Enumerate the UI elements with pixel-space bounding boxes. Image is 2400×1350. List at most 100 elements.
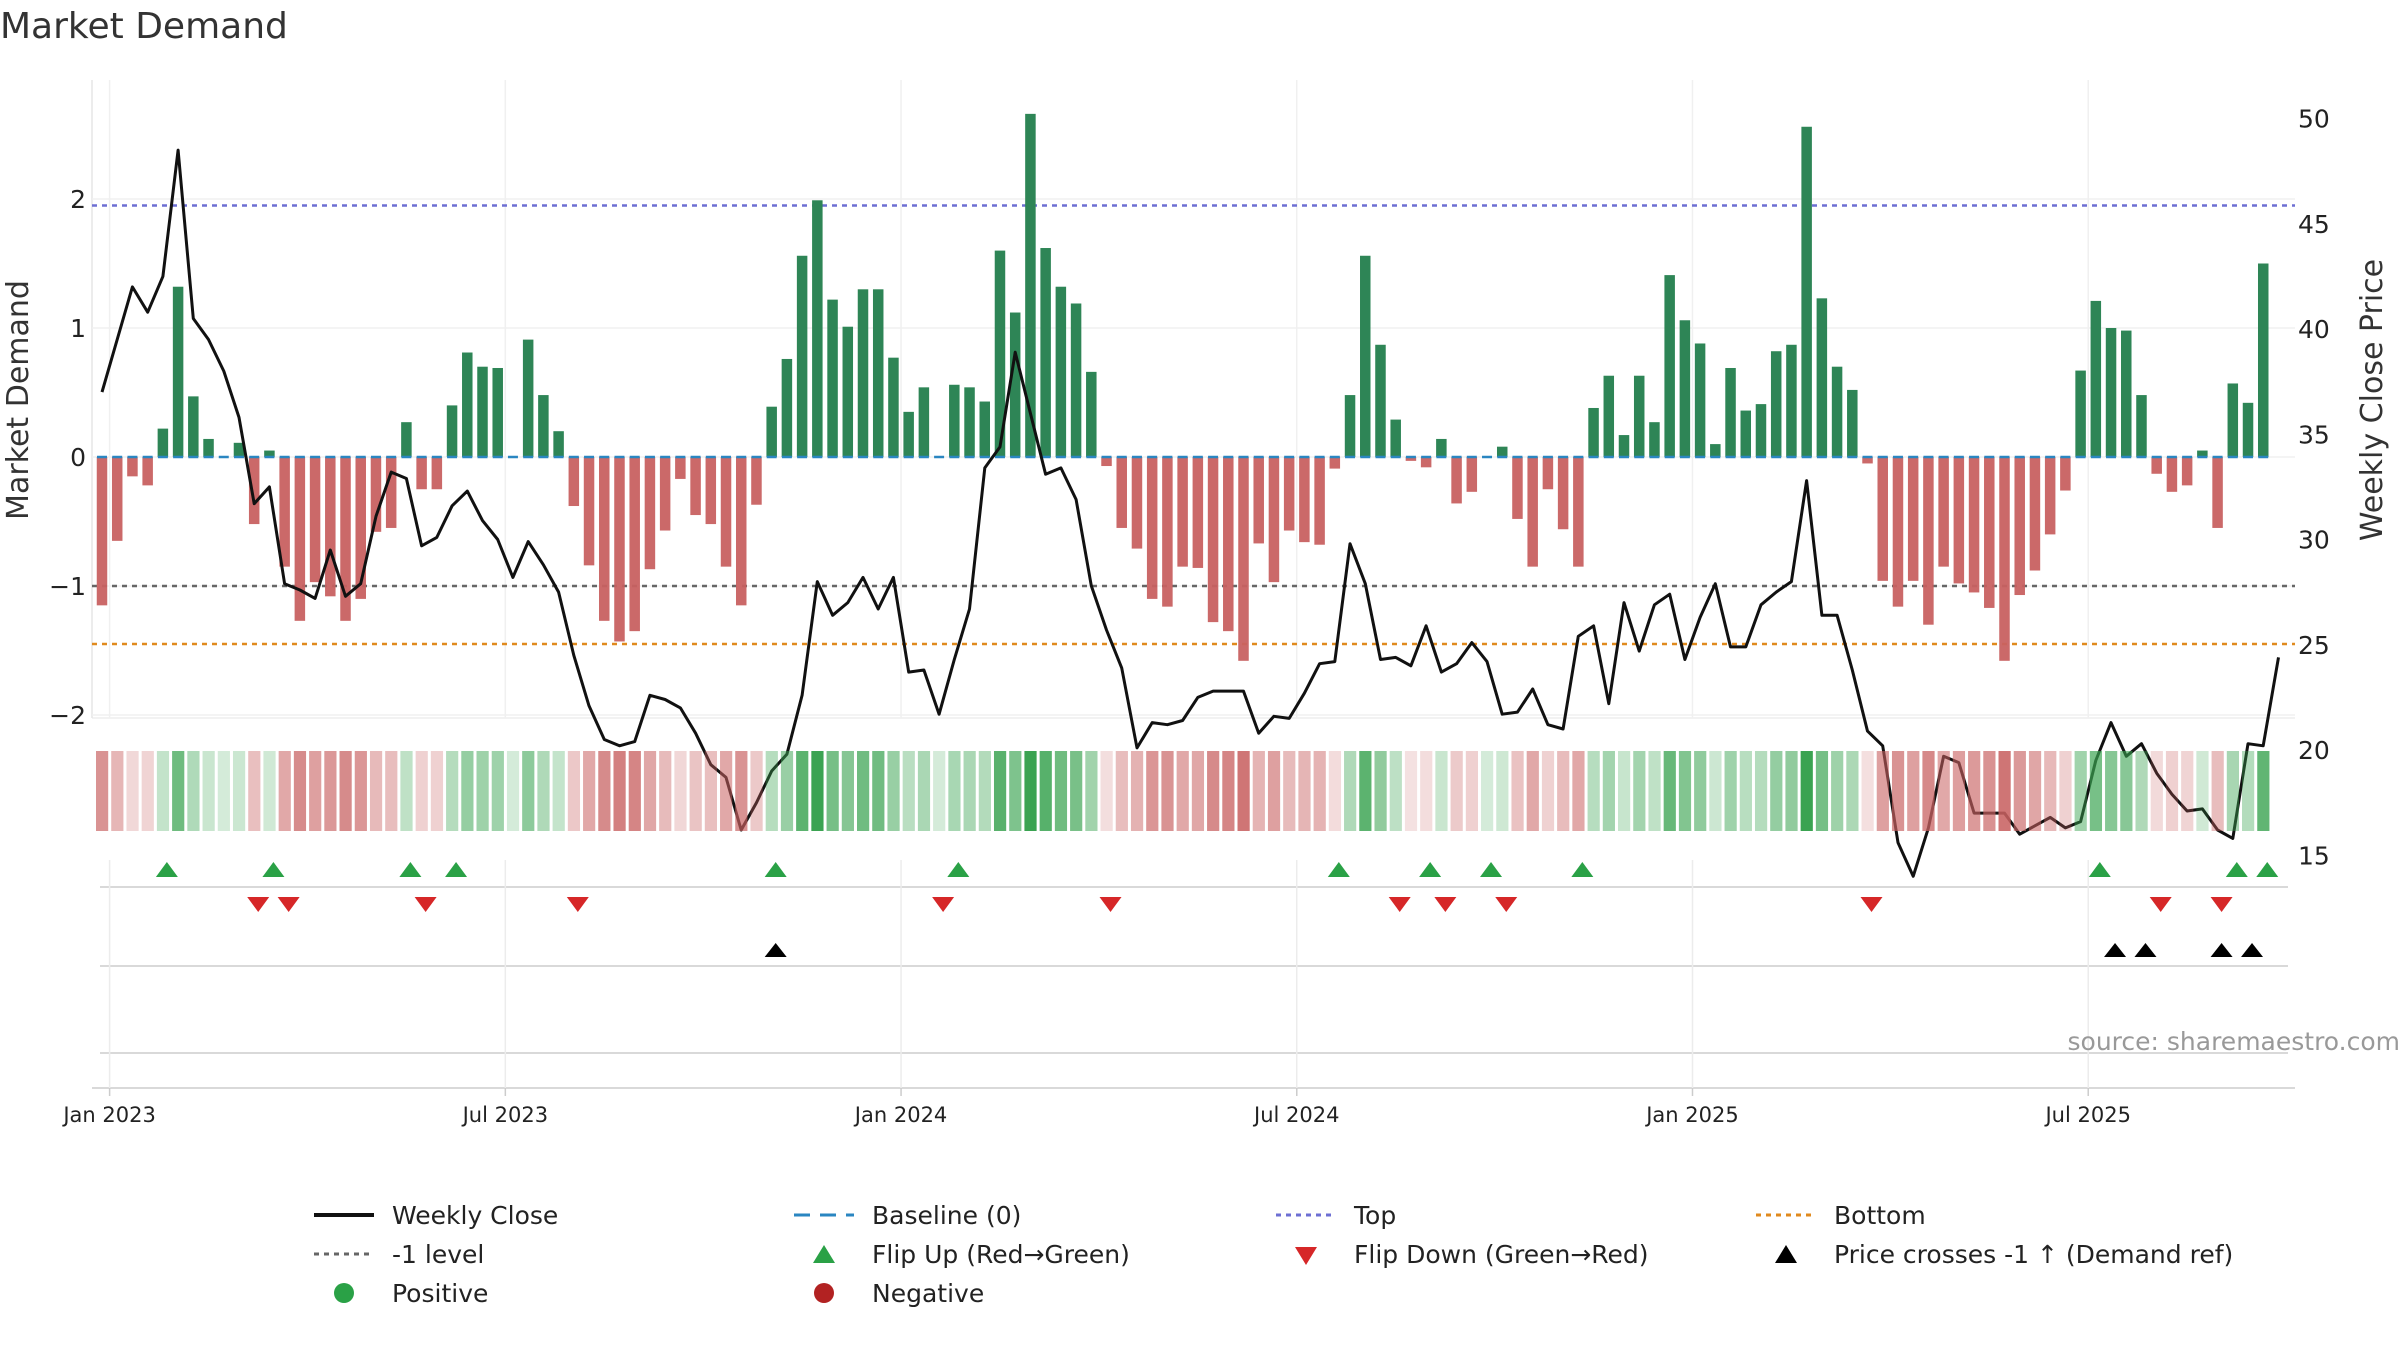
heat-cell bbox=[1678, 751, 1692, 831]
y-axis-title: Market Demand bbox=[1, 280, 36, 520]
negative-bar bbox=[248, 457, 260, 525]
heat-cell bbox=[659, 751, 672, 831]
negative-bar bbox=[1877, 457, 1888, 581]
heat-cell bbox=[1709, 751, 1722, 831]
heat-cell bbox=[1207, 751, 1220, 831]
weekly-close-line-group bbox=[100, 148, 2280, 878]
heat-cell bbox=[1100, 751, 1113, 831]
positive-bar bbox=[1070, 303, 1082, 457]
heat-cell bbox=[1344, 751, 1357, 831]
flip-down-marker bbox=[1434, 897, 1457, 912]
heat-cell bbox=[1237, 751, 1250, 831]
heat-cell bbox=[2211, 751, 2224, 831]
demand-bars bbox=[96, 113, 2269, 661]
positive-bar bbox=[172, 286, 184, 457]
x-tick-label: Jan 2023 bbox=[61, 1103, 156, 1127]
heat-cell bbox=[1328, 751, 1342, 831]
heat-cell bbox=[1739, 751, 1752, 831]
heat-cell bbox=[796, 751, 809, 831]
negative-bar bbox=[1953, 457, 1965, 584]
x-tick-label: Jul 2023 bbox=[461, 1103, 548, 1127]
negative-bar bbox=[1512, 457, 1523, 519]
negative-bar bbox=[431, 457, 443, 490]
heat-cell bbox=[400, 751, 413, 831]
heat-cell bbox=[933, 751, 946, 831]
positive-bar bbox=[1831, 366, 1843, 457]
negative-bar bbox=[355, 457, 366, 599]
negative-bar bbox=[142, 457, 153, 486]
heat-cell bbox=[491, 751, 504, 831]
flip-up-marker bbox=[1480, 862, 1503, 877]
positive-bar bbox=[1801, 126, 1812, 457]
weekly-close-line bbox=[100, 148, 2280, 878]
positive-bar bbox=[2136, 395, 2147, 457]
heat-cell bbox=[1039, 751, 1052, 831]
positive-bar bbox=[888, 357, 899, 457]
heat-cell bbox=[2165, 751, 2179, 831]
y2-tick-label: 25 bbox=[2298, 631, 2330, 660]
heat-cell bbox=[293, 751, 307, 831]
negative-bar bbox=[1299, 457, 1310, 543]
cross-markers bbox=[764, 943, 2264, 957]
flip-up-marker bbox=[155, 862, 178, 877]
positive-bar bbox=[2105, 328, 2117, 457]
positive-bar bbox=[203, 438, 214, 457]
x-tick-label: Jul 2025 bbox=[2043, 1103, 2130, 1127]
heat-cell bbox=[841, 751, 854, 831]
heat-cell bbox=[1420, 751, 1433, 831]
negative-bar bbox=[644, 457, 656, 570]
heat-cell bbox=[217, 751, 230, 831]
heat-cell bbox=[2089, 751, 2103, 831]
positive-bar bbox=[1055, 286, 1067, 457]
negative-bar bbox=[2044, 457, 2056, 535]
negative-bar bbox=[1542, 457, 1554, 490]
heat-cell bbox=[156, 751, 170, 831]
negative-bar bbox=[568, 457, 580, 507]
negative-bar bbox=[1968, 457, 1980, 593]
demand-heat-strip bbox=[96, 751, 2270, 831]
negative-bar bbox=[279, 457, 290, 567]
legend-item-bottom: Bottom bbox=[1754, 1196, 1926, 1234]
negative-bar bbox=[1420, 457, 1432, 468]
heat-cell bbox=[857, 751, 870, 831]
positive-bar bbox=[446, 405, 458, 457]
positive-bar bbox=[1770, 351, 1782, 457]
heat-cell bbox=[2242, 751, 2255, 831]
heat-cell bbox=[978, 751, 991, 831]
flip-down-markers bbox=[247, 897, 2233, 912]
heat-cell bbox=[1526, 751, 1539, 831]
negative-bar bbox=[2212, 457, 2223, 528]
heat-cell bbox=[598, 751, 611, 831]
heat-cell bbox=[1968, 751, 1981, 831]
heat-cell bbox=[1815, 751, 1829, 831]
heat-cell bbox=[1465, 751, 1478, 831]
positive-bar bbox=[233, 442, 245, 457]
negative-bar bbox=[1573, 457, 1584, 567]
negative-bar bbox=[1527, 457, 1538, 567]
negative-bar bbox=[385, 457, 397, 528]
positive-bar bbox=[1649, 422, 1660, 457]
positive-bar bbox=[2227, 383, 2239, 457]
negative-bar bbox=[2181, 457, 2193, 486]
heat-cell bbox=[1557, 751, 1570, 831]
dotted-line-icon bbox=[312, 1235, 376, 1273]
legend-label: Weekly Close bbox=[392, 1200, 559, 1230]
heat-cell bbox=[1115, 751, 1128, 831]
cross-marker bbox=[2134, 943, 2157, 957]
positive-bar bbox=[1633, 375, 1645, 457]
positive-bar bbox=[1847, 389, 1858, 457]
negative-bar bbox=[1466, 457, 1478, 492]
flip-down-marker bbox=[414, 897, 437, 912]
legend-item-baseline: Baseline (0) bbox=[792, 1196, 1021, 1234]
heat-cell bbox=[2028, 751, 2042, 831]
y2-tick-label: 15 bbox=[2298, 841, 2330, 870]
legend-item-flip-up: Flip Up (Red→Green) bbox=[792, 1235, 1130, 1273]
positive-bar bbox=[781, 358, 793, 457]
heat-cell bbox=[126, 751, 139, 831]
negative-bar bbox=[583, 457, 595, 566]
heat-cell bbox=[537, 751, 550, 831]
heat-cell bbox=[1450, 751, 1463, 831]
negative-bar bbox=[1938, 457, 1949, 567]
flip-down-marker bbox=[247, 897, 270, 912]
legend-label: Top bbox=[1354, 1200, 1397, 1230]
